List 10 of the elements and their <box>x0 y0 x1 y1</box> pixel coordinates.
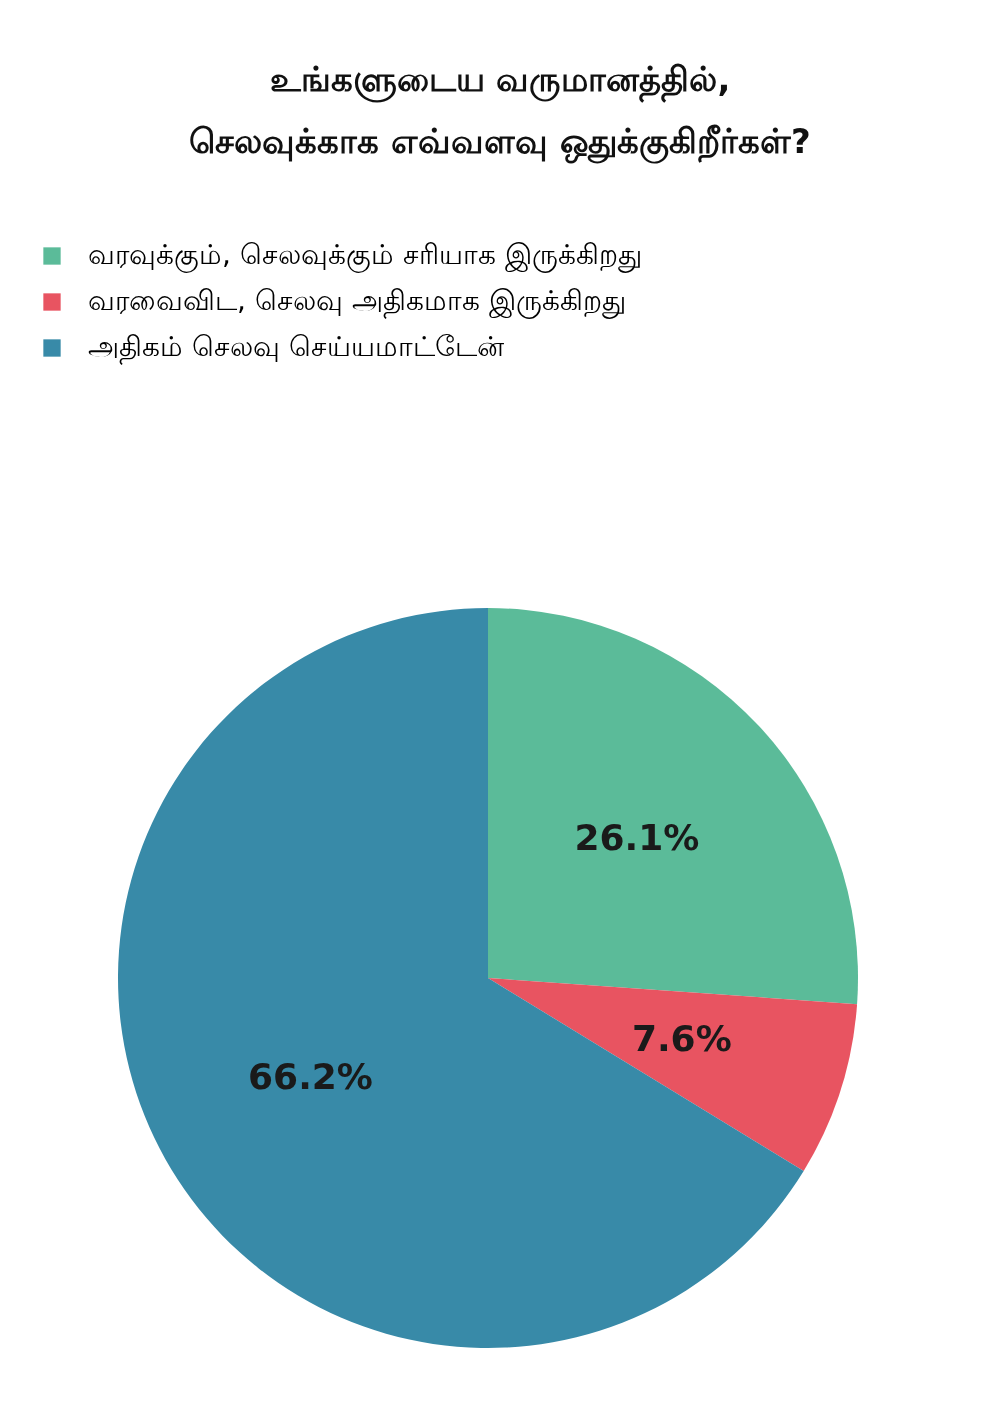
data-label: 66.2% <box>248 1055 373 1097</box>
data-label: 26.1% <box>574 817 700 859</box>
legend-label: வரவுக்கும், செலவுக்கும் சரியாக இருக்கிறது <box>88 238 642 273</box>
chart-title: உங்களுடைய வருமானத்தில், செலவுக்காக எவ்வளவு ஒதுக்குகிறீர்கள்? <box>189 59 811 164</box>
legend-label: அதிகம் செலவு செய்யமாட்டேன் <box>88 330 504 365</box>
pie-slice <box>488 978 858 1171</box>
legend-label: வரவைவிட, செலவு அதிகமாக இருக்கிறது <box>88 284 626 319</box>
pie-slice <box>118 608 804 1348</box>
pie-slice <box>488 608 858 1005</box>
data-label: 7.6% <box>631 1018 732 1060</box>
